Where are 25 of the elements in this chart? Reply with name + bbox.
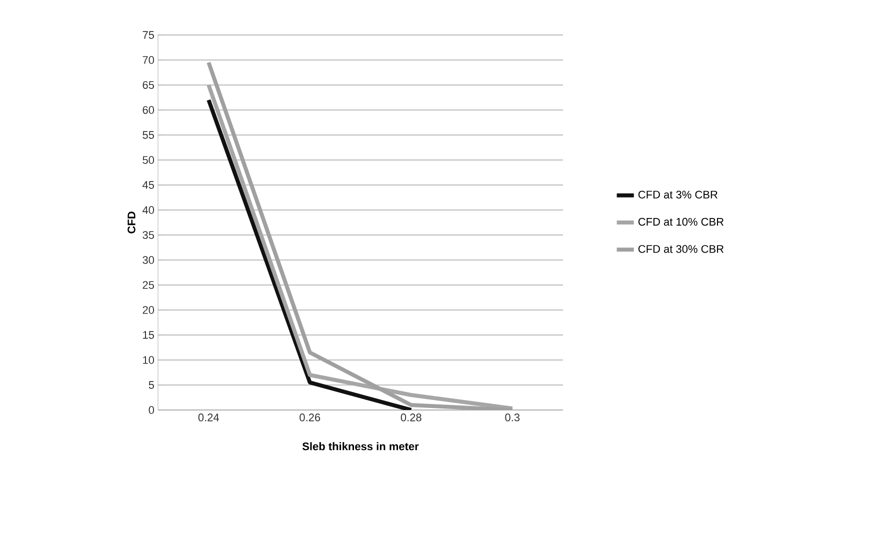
y-tick-label: 35 <box>142 231 154 239</box>
y-tick-label: 25 <box>142 281 154 289</box>
y-tick-label: 60 <box>142 106 154 114</box>
legend-label: CFD at 10% CBR <box>638 218 724 226</box>
y-tick-label: 15 <box>143 331 154 339</box>
y-axis-title: CFD <box>128 212 136 234</box>
y-tick-label: 20 <box>142 306 154 314</box>
legend-label: CFD at 30% CBR <box>638 245 724 253</box>
x-tick-label: 0.28 <box>400 414 422 422</box>
y-tick-label: 0 <box>148 406 154 414</box>
y-tick-label: 30 <box>142 256 154 264</box>
y-tick-label: 50 <box>142 156 154 164</box>
x-tick-label: 0.26 <box>300 414 320 422</box>
legend-label: CFD at 3% CBR <box>638 190 718 199</box>
y-tick-label: 45 <box>142 181 154 189</box>
x-tick-label: 0.24 <box>198 414 219 422</box>
y-tick-label: 55 <box>142 131 154 139</box>
x-tick-label: 0.3 <box>505 414 520 422</box>
y-tick-label: 40 <box>142 206 154 214</box>
y-tick-label: 75 <box>142 31 154 39</box>
y-tick-label: 5 <box>148 381 154 389</box>
x-axis-title: Sleb thikness in meter <box>302 442 419 450</box>
y-tick-label: 70 <box>142 56 154 64</box>
y-tick-label: 65 <box>142 81 154 89</box>
y-tick-label: 10 <box>143 356 154 364</box>
